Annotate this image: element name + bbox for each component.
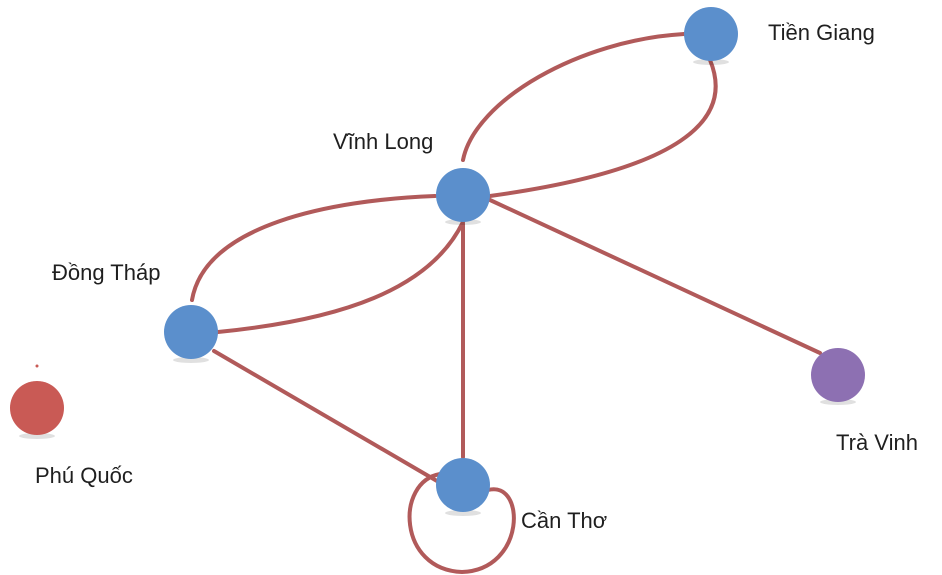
label-tra-vinh: Trà Vinh bbox=[836, 430, 918, 455]
label-dong-thap: Đồng Tháp bbox=[52, 260, 161, 285]
node-vinh-long-circle[interactable] bbox=[436, 168, 490, 222]
label-vinh-long: Vĩnh Long bbox=[333, 129, 434, 154]
edge-tien-giang-to-vinh-long bbox=[488, 58, 718, 198]
node-tra-vinh[interactable] bbox=[811, 348, 865, 405]
nodes-layer bbox=[10, 7, 865, 516]
node-phu-quoc-dot bbox=[35, 364, 39, 368]
node-can-tho[interactable] bbox=[436, 458, 490, 516]
edge-dong-thap-to-vinh-long bbox=[216, 220, 465, 334]
node-tien-giang[interactable] bbox=[684, 7, 738, 65]
edge-can-tho-self-loop bbox=[407, 472, 516, 575]
node-tra-vinh-circle[interactable] bbox=[811, 348, 865, 402]
edge-vinh-long-to-tra-vinh bbox=[488, 198, 822, 355]
label-can-tho: Cần Thơ bbox=[521, 508, 608, 533]
node-vinh-long[interactable] bbox=[436, 168, 490, 225]
edge-vinh-long-to-tien-giang bbox=[461, 32, 686, 162]
edge-dong-thap-to-can-tho bbox=[212, 349, 439, 483]
label-phu-quoc: Phú Quốc bbox=[35, 463, 133, 488]
node-dong-thap-circle[interactable] bbox=[164, 305, 218, 359]
edge-vinh-long-to-dong-thap bbox=[190, 194, 437, 302]
node-phu-quoc[interactable] bbox=[10, 364, 64, 440]
node-can-tho-circle[interactable] bbox=[436, 458, 490, 512]
node-dong-thap[interactable] bbox=[164, 305, 218, 363]
node-tien-giang-circle[interactable] bbox=[684, 7, 738, 61]
edges-layer bbox=[190, 32, 822, 575]
node-phu-quoc-circle[interactable] bbox=[10, 381, 64, 435]
label-tien-giang: Tiền Giang bbox=[768, 20, 875, 45]
